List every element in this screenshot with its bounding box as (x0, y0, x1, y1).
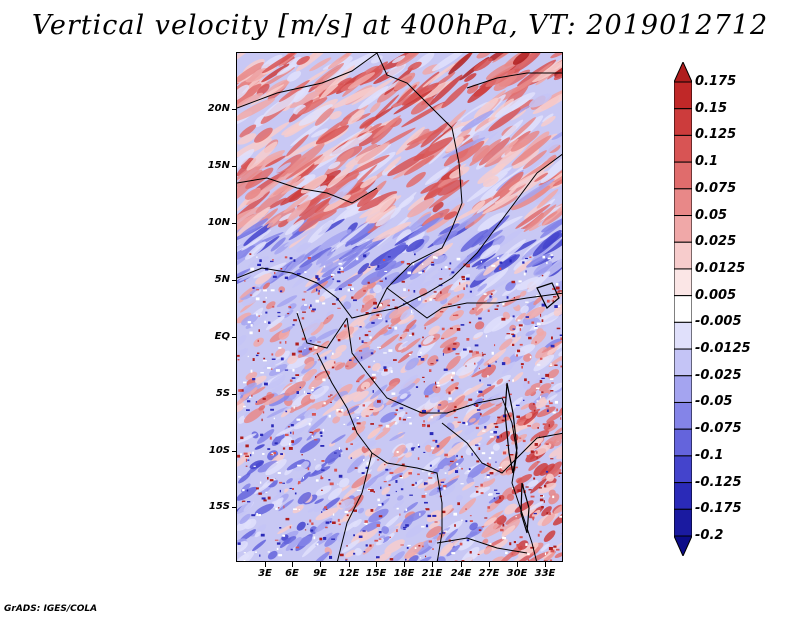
latitude-tick (232, 223, 237, 224)
country-border (237, 153, 562, 319)
colorbar (674, 62, 692, 556)
longitude-tick (461, 562, 462, 567)
longitude-label: 21E (421, 568, 443, 579)
lake-outline (504, 382, 518, 474)
latitude-label: 5N (214, 274, 230, 285)
country-border (346, 317, 503, 414)
colorbar-label: -0.0125 (695, 341, 751, 357)
colorbar-bin (674, 241, 692, 270)
colorbar-top-triangle (674, 62, 692, 83)
colorbar-bottom-triangle (674, 535, 692, 556)
colorbar-label: 0.05 (695, 207, 728, 223)
country-border (386, 287, 562, 319)
latitude-label: 10N (207, 217, 230, 228)
longitude-label: 12E (338, 568, 360, 579)
longitude-label: 24E (450, 568, 472, 579)
colorbar-label: -0.075 (695, 421, 742, 437)
longitude-tick (489, 562, 490, 567)
vertical-velocity-field (237, 53, 562, 561)
colorbar-label: -0.175 (695, 501, 742, 517)
longitude-tick (432, 562, 433, 567)
colorbar-bin (674, 401, 692, 430)
colorbar-bin (674, 188, 692, 217)
longitude-label: 18E (393, 568, 415, 579)
colorbar-label: -0.2 (695, 528, 724, 543)
colorbar-label: 0.125 (695, 127, 737, 143)
colorbar-bin (674, 268, 692, 297)
country-border (371, 452, 443, 561)
colorbar-bin (674, 215, 692, 243)
latitude-tick (232, 507, 237, 508)
latitude-tick (232, 337, 237, 338)
country-border (466, 72, 562, 89)
longitude-label: 3E (258, 568, 272, 579)
country-border (441, 422, 562, 474)
colorbar-label: 0.15 (695, 100, 728, 116)
longitude-tick (517, 562, 518, 567)
colorbar-bin (674, 295, 692, 323)
longitude-tick (349, 562, 350, 567)
latitude-tick (232, 394, 237, 395)
country-border (237, 177, 378, 204)
colorbar-bin (674, 428, 692, 457)
longitude-tick (404, 562, 405, 567)
colorbar-label: -0.005 (695, 314, 742, 330)
colorbar-label: -0.125 (695, 474, 742, 490)
colorbar-bin (674, 508, 692, 537)
latitude-label: 10S (208, 445, 230, 456)
country-border (296, 312, 348, 349)
colorbar-label: 0.005 (695, 287, 737, 303)
map-title: Vertical velocity [m/s] at 400hPa, VT: 2… (31, 10, 769, 41)
latitude-label: 20N (207, 103, 230, 114)
lake-outline (520, 482, 530, 534)
longitude-tick (545, 562, 546, 567)
colorbar-label: 0.175 (695, 74, 737, 89)
colorbar-label: 0.075 (695, 180, 737, 196)
latitude-tick (232, 451, 237, 452)
longitude-label: 30E (506, 568, 528, 579)
colorbar-label: -0.1 (695, 447, 724, 463)
country-border (316, 352, 373, 454)
country-border (336, 452, 373, 561)
grads-credit: GrADS: IGES/COLA (4, 604, 98, 614)
map-panel (236, 52, 563, 562)
longitude-tick (376, 562, 377, 567)
country-border (376, 202, 463, 309)
country-border (501, 397, 538, 561)
colorbar-bin (674, 161, 692, 190)
colorbar-label: 0.0125 (695, 260, 746, 276)
colorbar-label: 0.025 (695, 234, 737, 250)
colorbar-bin (674, 482, 692, 510)
colorbar-bin (674, 321, 692, 350)
latitude-label: EQ (214, 331, 230, 342)
colorbar-bin (674, 134, 692, 163)
latitude-label: 15N (207, 160, 230, 171)
lake-outline (536, 282, 560, 309)
country-border (436, 537, 528, 554)
longitude-label: 33E (534, 568, 556, 579)
latitude-tick (232, 166, 237, 167)
colorbar-label: -0.05 (695, 394, 733, 410)
longitude-label: 6E (285, 568, 299, 579)
colorbar-label: 0.1 (695, 154, 719, 170)
longitude-tick (265, 562, 266, 567)
latitude-label: 15S (208, 501, 230, 512)
latitude-tick (232, 109, 237, 110)
latitude-label: 5S (215, 388, 230, 399)
longitude-label: 9E (313, 568, 327, 579)
colorbar-bin (674, 375, 692, 403)
colorbar-bin (674, 455, 692, 484)
longitude-label: 15E (365, 568, 387, 579)
colorbar-bin (674, 108, 692, 136)
latitude-tick (232, 280, 237, 281)
country-border (237, 53, 378, 109)
longitude-tick (292, 562, 293, 567)
colorbar-label: -0.025 (695, 367, 742, 383)
longitude-label: 27E (478, 568, 500, 579)
colorbar-bin (674, 81, 692, 110)
country-border (376, 53, 463, 204)
longitude-tick (320, 562, 321, 567)
colorbar-bin (674, 348, 692, 377)
